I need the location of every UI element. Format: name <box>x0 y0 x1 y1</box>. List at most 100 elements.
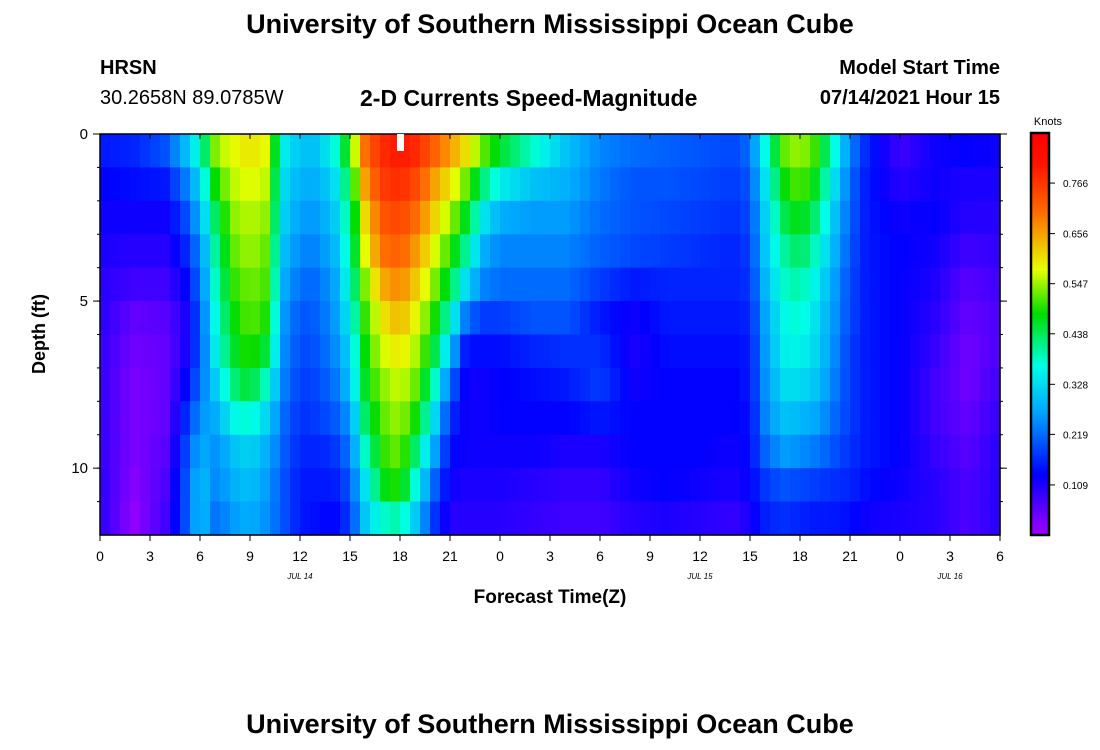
x-tick-label: 0 <box>896 548 904 564</box>
heatmap-cell <box>220 401 231 436</box>
heatmap-cell <box>200 501 211 536</box>
heatmap-cell <box>900 200 911 235</box>
heatmap-cell <box>320 167 331 202</box>
heatmap-cell <box>830 367 841 402</box>
heatmap-cell <box>110 267 121 302</box>
heatmap-cell <box>470 301 481 336</box>
heatmap-cell <box>340 401 351 436</box>
heatmap-cell <box>610 200 621 235</box>
heatmap-cell <box>890 200 901 235</box>
heatmap-cell <box>250 200 261 235</box>
heatmap-cell <box>520 367 531 402</box>
heatmap-cell <box>410 401 421 436</box>
heatmap-cell <box>300 267 311 302</box>
heatmap-cell <box>840 334 851 369</box>
heatmap-cell <box>100 234 111 269</box>
heatmap-cell <box>400 501 411 536</box>
heatmap-cell <box>320 200 331 235</box>
heatmap-cell <box>420 401 431 436</box>
heatmap-cell <box>880 200 891 235</box>
heatmap-cell <box>170 501 181 536</box>
heatmap-cell <box>590 434 601 469</box>
heatmap-cell <box>320 501 331 536</box>
heatmap-cell <box>960 334 971 369</box>
heatmap-cell <box>820 234 831 269</box>
heatmap-cell <box>200 200 211 235</box>
heatmap-cell <box>600 367 611 402</box>
heatmap-cell <box>560 334 571 369</box>
heatmap-cell <box>560 468 571 503</box>
heatmap-cell <box>870 134 881 169</box>
heatmap-cell <box>470 234 481 269</box>
heatmap-cell <box>520 401 531 436</box>
heatmap-cell <box>300 434 311 469</box>
heatmap-cell <box>820 468 831 503</box>
heatmap-cell <box>260 167 271 202</box>
heatmap-cell <box>880 167 891 202</box>
heatmap-cell <box>160 301 171 336</box>
x-tick-label: 18 <box>792 548 808 564</box>
heatmap-cell <box>230 468 241 503</box>
heatmap-cell <box>980 267 991 302</box>
heatmap-cell <box>730 501 741 536</box>
heatmap-cell <box>520 200 531 235</box>
heatmap-cell <box>710 200 721 235</box>
heatmap-cell <box>780 234 791 269</box>
heatmap-cell <box>900 301 911 336</box>
heatmap-cell <box>550 334 561 369</box>
heatmap-cell <box>780 367 791 402</box>
heatmap-cell <box>250 134 261 169</box>
heatmap-cell <box>910 367 921 402</box>
heatmap-cell <box>790 234 801 269</box>
heatmap-cell <box>870 301 881 336</box>
heatmap-cell <box>290 334 301 369</box>
x-tick-label: 15 <box>342 548 358 564</box>
heatmap-cell <box>970 501 981 536</box>
heatmap-cell <box>870 501 881 536</box>
heatmap-cell <box>230 501 241 536</box>
heatmap-cell <box>620 367 631 402</box>
x-tick-label: 0 <box>96 548 104 564</box>
heatmap-cell <box>980 301 991 336</box>
heatmap-cell <box>610 167 621 202</box>
heatmap-cell <box>120 334 131 369</box>
heatmap-cell <box>960 167 971 202</box>
heatmap-cell <box>790 134 801 169</box>
heatmap-cell <box>820 501 831 536</box>
heatmap-cell <box>420 501 431 536</box>
heatmap-cell <box>740 134 751 169</box>
heatmap-cell <box>300 200 311 235</box>
heatmap-cell <box>790 301 801 336</box>
heatmap-cell <box>590 301 601 336</box>
heatmap-cell <box>370 267 381 302</box>
heatmap-cell <box>410 501 421 536</box>
heatmap-cell <box>580 401 591 436</box>
heatmap-cell <box>670 301 681 336</box>
heatmap-cell <box>990 234 1001 269</box>
heatmap-cell <box>940 301 951 336</box>
x-tick-label: 3 <box>946 548 954 564</box>
heatmap-cell <box>320 301 331 336</box>
heatmap-cell <box>310 367 321 402</box>
heatmap-cell <box>140 434 151 469</box>
heatmap-cell <box>690 501 701 536</box>
heatmap-cell <box>360 200 371 235</box>
heatmap-cell <box>280 401 291 436</box>
heatmap-cell <box>310 134 321 169</box>
heatmap-cell <box>170 468 181 503</box>
heatmap-cell <box>440 200 451 235</box>
heatmap-cell <box>700 167 711 202</box>
heatmap-cell <box>140 334 151 369</box>
colorbar-tick-label: 0.656 <box>1063 230 1088 241</box>
x-date-label: JUL 15 <box>686 572 713 581</box>
heatmap-cell <box>800 401 811 436</box>
heatmap-cell <box>500 468 511 503</box>
heatmap-cell <box>640 301 651 336</box>
heatmap-cell <box>720 468 731 503</box>
heatmap-cell <box>690 301 701 336</box>
heatmap-cell <box>870 200 881 235</box>
heatmap-cell <box>630 468 641 503</box>
heatmap-cell <box>890 267 901 302</box>
heatmap-cell <box>960 200 971 235</box>
heatmap-cell <box>890 334 901 369</box>
